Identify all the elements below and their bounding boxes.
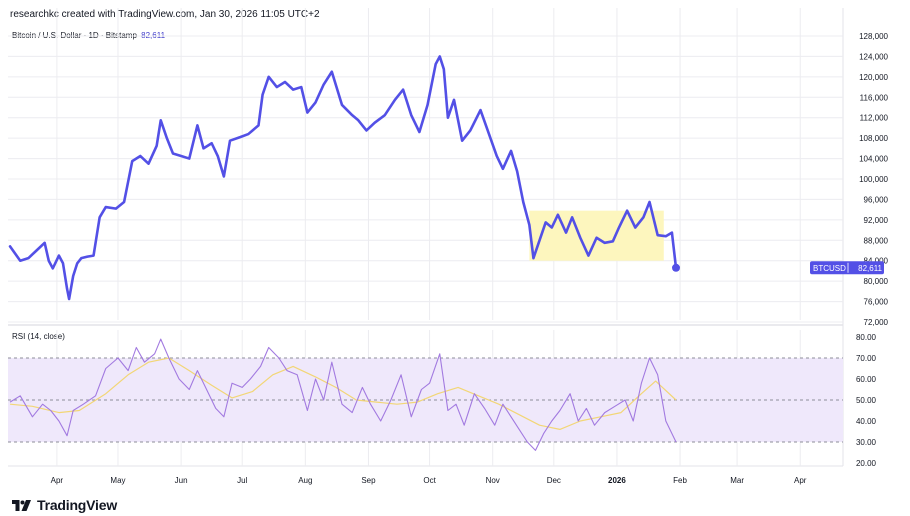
x-tick-label: May xyxy=(110,476,125,485)
rsi-axis-label: 70.00 xyxy=(856,354,877,363)
last-price-marker xyxy=(672,263,680,272)
price-axis-label: 116,000 xyxy=(860,93,889,102)
tradingview-wordmark: TradingView xyxy=(37,497,118,513)
price-badge-value: 82,611 xyxy=(858,264,882,273)
price-axis-label: 124,000 xyxy=(859,52,888,61)
rsi-ma-line xyxy=(9,357,677,430)
x-tick-label: Jun xyxy=(175,476,188,485)
chart-canvas[interactable]: Apr May Jun Jul Aug Sep Oct Nov Dec 2026 Feb Mar Apr… xyxy=(0,0,910,490)
rsi-axis-label: 50.00 xyxy=(856,396,877,405)
rsi-axis-label: 60.00 xyxy=(856,375,877,384)
price-axis-label: 96,000 xyxy=(864,195,889,204)
rsi-axis-label: 20.00 xyxy=(856,459,877,468)
price-axis-label: 120,000 xyxy=(859,73,888,82)
x-tick-label: Jul xyxy=(237,476,247,485)
x-tick-label: Mar xyxy=(730,476,744,485)
chart-credit: researchkc created with TradingView.com,… xyxy=(10,9,320,20)
x-tick-label: Dec xyxy=(547,476,561,485)
price-axis-label: 76,000 xyxy=(864,298,889,307)
rsi-axis-label: 40.00 xyxy=(856,417,877,426)
price-axis-label: 72,000 xyxy=(864,318,889,327)
x-tick-label: Apr xyxy=(51,476,64,485)
rsi-legend[interactable]: RSI (14, close) xyxy=(12,332,65,341)
price-axis-label: 108,000 xyxy=(859,134,888,143)
price-axis-label: 88,000 xyxy=(864,236,889,245)
x-tick-label: Aug xyxy=(298,476,312,485)
price-axis-label: 128,000 xyxy=(859,32,888,41)
rsi-axis-label: 30.00 xyxy=(856,438,877,447)
tradingview-brand[interactable]: TradingView xyxy=(12,497,117,513)
price-axis-label: 112,000 xyxy=(860,114,889,123)
rsi-axis-label: 80.00 xyxy=(856,333,877,342)
price-series-line xyxy=(8,55,678,301)
price-axis-label: 92,000 xyxy=(864,216,889,225)
price-axis-label: 84,000 xyxy=(864,257,889,266)
x-tick-label: Apr xyxy=(794,476,807,485)
price-axis-label: 104,000 xyxy=(859,155,888,164)
tradingview-logo-icon xyxy=(12,499,31,511)
x-tick-label: Nov xyxy=(486,476,500,485)
price-badge xyxy=(810,261,884,275)
rsi-series-line xyxy=(9,338,677,451)
price-axis-label: 100,000 xyxy=(859,175,888,184)
x-tick-label: Feb xyxy=(673,476,687,485)
price-axis-label: 80,000 xyxy=(864,277,889,286)
x-tick-label: Sep xyxy=(361,476,376,485)
price-badge-symbol: BTCUSD xyxy=(813,264,846,273)
x-tick-label: Oct xyxy=(423,476,436,485)
x-tick-label: 2026 xyxy=(608,476,626,485)
